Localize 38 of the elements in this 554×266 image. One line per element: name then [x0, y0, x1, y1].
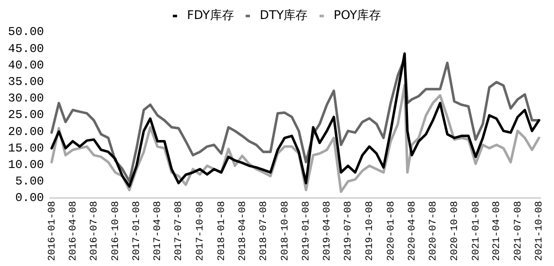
y-tick-label: 25.00 [8, 108, 44, 122]
x-tick-label: 2018-10-08 [280, 200, 292, 262]
y-tick-label: 50.00 [8, 25, 44, 40]
x-tick-label: 2018-04-08 [238, 200, 249, 262]
x-tick-label: 2018-07-08 [258, 200, 270, 262]
y-tick-label: 30.00 [8, 92, 44, 106]
x-tick-label: 2020-10-08 [450, 200, 461, 262]
x-tick-label: 2019-04-08 [322, 200, 334, 262]
y-tick-label: 15.00 [8, 141, 44, 156]
x-tick-label: 2021-07-08 [513, 200, 524, 262]
x-tick-label: 2016-10-08 [110, 200, 122, 262]
legend-label: DTY库存 [260, 8, 308, 22]
x-tick-label: 2021-10-08 [534, 200, 546, 262]
x-tick-label: 2020-07-08 [428, 200, 440, 262]
x-tick-label: 2019-07-08 [344, 200, 355, 262]
y-tick-label: 45.00 [8, 42, 44, 56]
x-tick-label: 2020-01-08 [386, 200, 398, 262]
x-tick-label: 2020-04-08 [407, 200, 418, 262]
legend-label: POY库存 [334, 8, 382, 22]
y-tick-label: 0.00 [15, 191, 44, 206]
y-tick-label: 10.00 [8, 158, 44, 172]
y-tick-label: 40.00 [8, 58, 44, 72]
y-tick-label: 35.00 [8, 74, 44, 89]
x-tick-label: 2016-04-08 [68, 200, 80, 262]
x-tick-label: 2019-10-08 [364, 200, 376, 262]
x-tick-label: 2021-04-08 [492, 200, 504, 262]
legend-label: FDY库存 [186, 8, 234, 22]
x-tick-label: 2019-01-08 [302, 200, 313, 262]
x-tick-label: 2017-10-08 [196, 200, 207, 262]
x-tick-label: 2017-07-08 [174, 200, 186, 262]
x-tick-label: 2016-01-08 [47, 200, 58, 262]
x-tick-label: 2018-01-08 [216, 200, 228, 262]
x-tick-label: 2021-01-08 [471, 200, 482, 262]
x-tick-label: 2016-07-08 [90, 200, 101, 262]
y-tick-label: 20.00 [8, 124, 44, 139]
x-tick-label: 2017-01-08 [132, 200, 144, 262]
x-tick-label: 2017-04-08 [153, 200, 164, 262]
y-tick-label: 5.00 [15, 174, 44, 189]
